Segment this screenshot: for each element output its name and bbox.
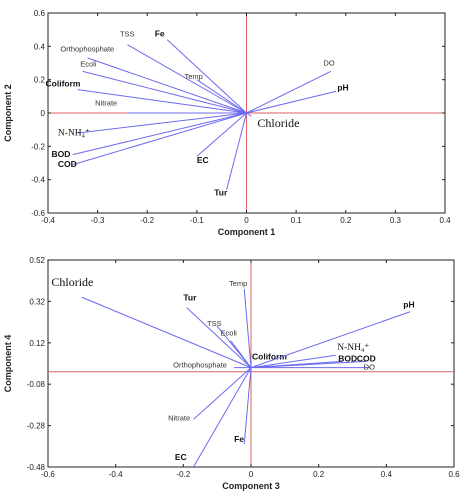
x-tick-label: -0.2 <box>176 470 190 479</box>
vector-label-orthophosphate: Orthophosphate <box>60 44 114 53</box>
vector-label-chloride: Chloride <box>51 275 93 289</box>
y-tick-label: -0.08 <box>27 380 46 389</box>
vector-label-nitrate: Nitrate <box>95 99 117 108</box>
loading-vector-temp <box>196 79 247 114</box>
x-tick-label: 0.4 <box>381 470 393 479</box>
loading-vector-fe <box>166 39 247 114</box>
vector-label-do: DO <box>323 59 334 68</box>
vector-label-n-nh: N-NH₄⁺ <box>58 129 90 139</box>
vector-label-ecoli: Ecoli <box>80 59 97 68</box>
y-tick-label: -0.6 <box>31 209 45 218</box>
vector-label-tss: TSS <box>120 29 135 38</box>
loading-vector-ecoli <box>230 340 252 368</box>
vector-label-tss: TSS <box>207 319 222 328</box>
x-axis-title: Component 1 <box>218 227 276 237</box>
y-tick-label: -0.4 <box>31 176 45 185</box>
x-tick-label: -0.2 <box>140 216 154 225</box>
vector-label-tur: Tur <box>183 292 197 302</box>
loading-vector-n-nh <box>250 354 336 369</box>
vector-label-ec: EC <box>197 155 209 165</box>
x-tick-label: 0.3 <box>390 216 402 225</box>
y-tick-label: 0.12 <box>29 339 45 348</box>
y-tick-label: -0.48 <box>27 463 46 472</box>
loading-vector-ph <box>246 90 336 114</box>
loading-vector-tss <box>127 44 247 114</box>
biplot-component-1-2: -0.4 -0.3 -0.2 -0.1 0 0.1 0.2 0.3 0.4-0.6-0.4-0.… <box>3 9 451 237</box>
x-tick-label: 0 <box>249 470 254 479</box>
loading-vector-ecoli <box>82 70 247 114</box>
x-tick-label: -0.6 <box>41 470 55 479</box>
loading-vector-coliform <box>77 89 247 114</box>
x-tick-label: 0.4 <box>439 216 451 225</box>
vector-label-n-nh: N-NH₄⁺ <box>337 343 369 353</box>
loading-vector-chloride <box>246 112 252 117</box>
loading-vector-chloride <box>81 296 252 369</box>
y-tick-label: 0.6 <box>34 9 46 18</box>
vector-label-cod: COD <box>58 159 77 169</box>
y-tick-label: 0.4 <box>34 42 46 51</box>
y-tick-label: -0.2 <box>31 142 45 151</box>
vector-label-nitrate: Nitrate <box>168 413 190 422</box>
vector-label-ec: EC <box>175 452 187 462</box>
y-tick-label: 0.52 <box>29 256 45 265</box>
x-tick-label: 0.6 <box>448 470 460 479</box>
loading-vector-ec <box>196 112 247 157</box>
biplot-component-3-4: -0.6 -0.4 -0.2 0 0.2 0.4 0.6 -0.48 -0.28 -0.08 0.1… <box>3 256 460 491</box>
x-tick-label: -0.3 <box>91 216 105 225</box>
vector-label-ecoli: Ecoli <box>221 329 238 338</box>
vector-label-coliform: Coliform <box>46 78 81 88</box>
vector-label-ph: pH <box>403 300 414 310</box>
vector-label-ph: pH <box>337 83 348 93</box>
x-tick-label: -0.4 <box>109 470 123 479</box>
vector-label-temp: Temp <box>184 72 202 81</box>
x-axis-title: Component 3 <box>222 481 280 491</box>
y-tick-label: -0.28 <box>27 422 46 431</box>
loading-vector-do <box>246 70 332 114</box>
loading-vector-n-nh <box>77 112 247 134</box>
vector-label-temp: Temp <box>229 279 247 288</box>
y-tick-label: 0.2 <box>34 76 46 85</box>
y-axis-title: Component 2 <box>3 84 13 142</box>
vector-label-chloride: Chloride <box>257 116 299 130</box>
vector-label-coliform: Coliform <box>252 351 287 361</box>
vector-label-do: DO <box>364 363 375 372</box>
y-axis-title: Component 4 <box>3 335 13 393</box>
loading-vector-cod <box>250 360 367 369</box>
loading-vector-tur <box>186 307 252 369</box>
y-tick-label: 0.32 <box>29 297 45 306</box>
vector-label-tur: Tur <box>214 188 228 198</box>
x-tick-label: -0.1 <box>190 216 204 225</box>
vector-label-bod: BOD <box>51 149 70 159</box>
y-tick-label: 0 <box>41 109 46 118</box>
loading-vector-fe <box>243 367 252 445</box>
loading-vector-orthophosphate <box>87 57 247 114</box>
loading-vector-tur <box>226 112 247 190</box>
loading-vector-cod <box>72 112 247 166</box>
x-tick-label: 0.2 <box>340 216 352 225</box>
x-tick-label: 0.2 <box>313 470 325 479</box>
loading-vector-nitrate <box>193 367 252 420</box>
vector-label-fe: Fe <box>234 434 244 444</box>
vector-label-bod: BOD <box>338 353 357 363</box>
loading-vector-temp <box>243 288 252 368</box>
x-tick-label: 0 <box>244 216 249 225</box>
vector-label-cod: COD <box>357 353 376 363</box>
loading-vector-ec <box>193 367 252 468</box>
x-tick-label: -0.4 <box>41 216 55 225</box>
vector-label-fe: Fe <box>155 28 165 38</box>
x-tick-label: 0.1 <box>291 216 303 225</box>
vector-label-orthophosphate: Orthophosphate <box>173 361 227 370</box>
loading-vector-bod <box>72 112 247 156</box>
loading-vector-ph <box>250 311 411 369</box>
